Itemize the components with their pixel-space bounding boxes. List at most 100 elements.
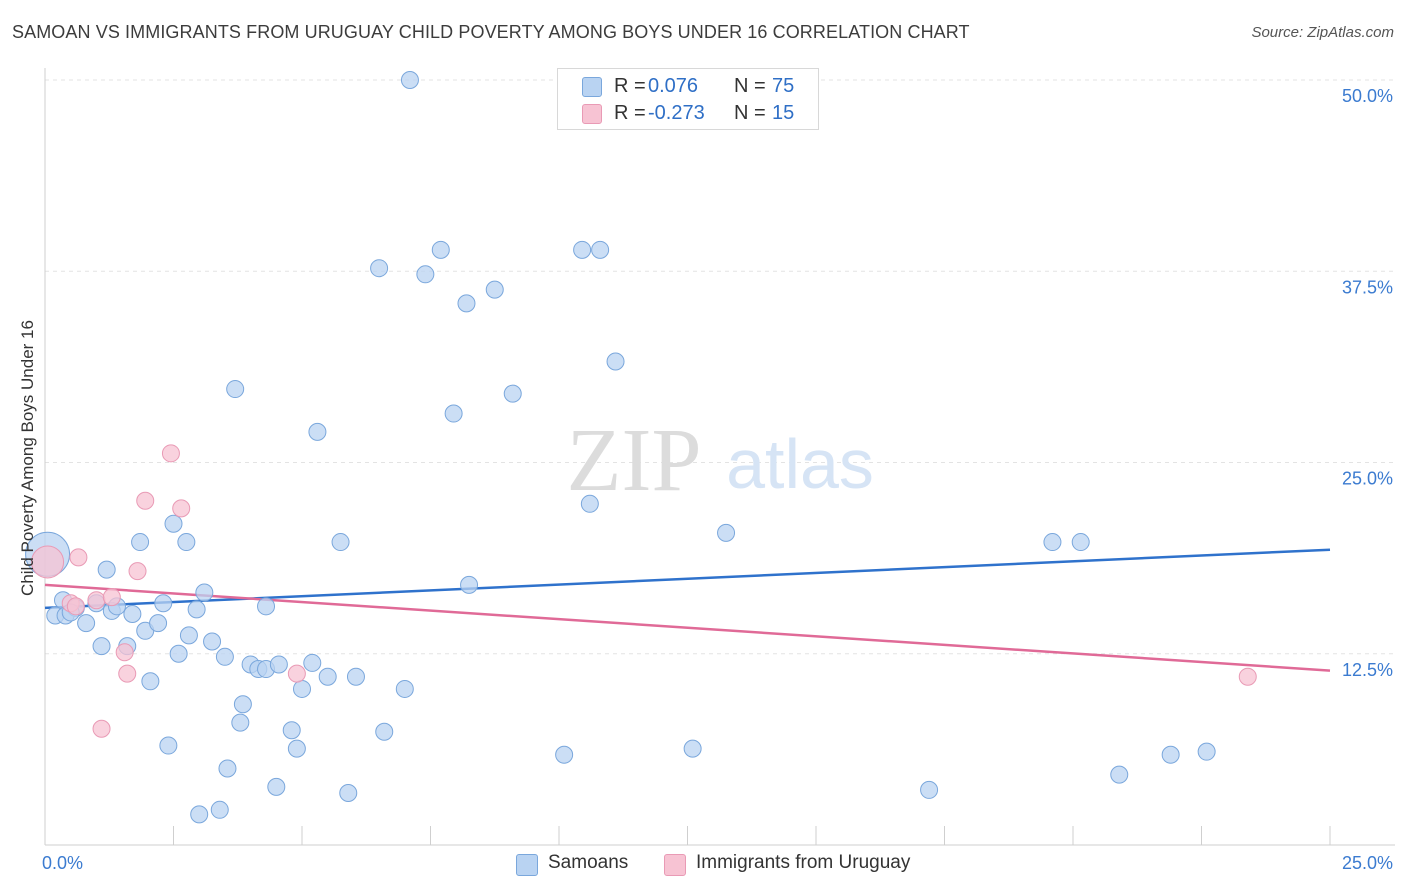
samoan-point xyxy=(267,777,286,796)
samoan-point xyxy=(683,739,702,758)
samoan-point xyxy=(308,422,327,441)
legend-r-value: 0.076 xyxy=(648,75,699,97)
samoan-point xyxy=(717,523,736,542)
chart-title: SAMOAN VS IMMIGRANTS FROM URUGUAY CHILD … xyxy=(12,22,970,42)
axes xyxy=(44,68,1395,846)
samoan-point xyxy=(195,583,214,602)
samoan-point xyxy=(123,604,142,623)
samoan-point xyxy=(591,240,610,259)
samoan-point xyxy=(159,736,178,755)
uruguay-point xyxy=(128,562,147,581)
samoan-point xyxy=(1071,533,1090,552)
samoan-point xyxy=(287,739,306,758)
samoan-point xyxy=(233,695,252,714)
samoan-point xyxy=(164,514,183,533)
legend-swatch-pink xyxy=(582,104,602,124)
legend-r-label: R = xyxy=(614,75,646,97)
legend-n-value: 15 xyxy=(772,102,795,124)
watermark: ZIP atlas xyxy=(567,411,874,510)
data-points xyxy=(25,71,1257,824)
samoan-point xyxy=(141,672,160,691)
bottom-legend-swatch-pink xyxy=(664,854,686,876)
uruguay-point xyxy=(118,664,137,683)
samoan-point xyxy=(210,800,229,819)
y-tick-label: 12.5% xyxy=(1342,660,1393,680)
x-tick-label: 25.0% xyxy=(1342,853,1393,873)
samoan-point xyxy=(457,294,476,313)
samoan-point xyxy=(97,560,116,579)
samoan-point xyxy=(318,667,337,686)
uruguay-point xyxy=(161,444,180,463)
source-label: Source: ZipAtlas.com xyxy=(1251,24,1394,41)
samoan-point xyxy=(416,265,435,284)
samoan-point xyxy=(580,494,599,513)
samoan-point xyxy=(303,653,322,672)
watermark-zip: ZIP xyxy=(567,411,702,510)
samoan-point xyxy=(346,667,365,686)
uruguay-point xyxy=(136,491,155,510)
samoan-point xyxy=(444,404,463,423)
samoan-point xyxy=(92,637,111,656)
uruguay-point xyxy=(31,545,65,579)
samoan-point xyxy=(215,647,234,666)
uruguay-point xyxy=(102,588,121,607)
samoan-point xyxy=(1110,765,1129,784)
samoan-point xyxy=(370,259,389,278)
samoan-trend-line xyxy=(44,548,1331,610)
bottom-legend-label: Immigrants from Uruguay xyxy=(696,852,911,873)
samoan-point xyxy=(920,780,939,799)
correlation-legend: R = 0.076 N = 75 R = -0.273 N = 15 xyxy=(557,68,819,130)
grid-lines xyxy=(45,79,1395,655)
samoan-point xyxy=(77,614,96,633)
legend-n-value: 75 xyxy=(772,75,795,97)
uruguay-point xyxy=(92,719,111,738)
legend-n-label: N = xyxy=(734,75,766,97)
samoan-point xyxy=(573,240,592,259)
samoan-point xyxy=(1161,745,1180,764)
bottom-legend-label: Samoans xyxy=(548,852,629,873)
samoan-point xyxy=(231,713,250,732)
samoan-point xyxy=(555,745,574,764)
y-tick-label: 25.0% xyxy=(1342,469,1393,489)
samoan-point xyxy=(460,575,479,594)
samoan-point xyxy=(154,594,173,613)
legend-n-label: N = xyxy=(734,102,766,124)
y-tick-label: 37.5% xyxy=(1342,277,1393,297)
samoan-point xyxy=(1043,533,1062,552)
samoan-point xyxy=(226,380,245,399)
uruguay-trend-line xyxy=(44,583,1331,672)
uruguay-point xyxy=(172,499,191,518)
samoan-point xyxy=(169,644,188,663)
samoan-point xyxy=(503,384,522,403)
samoan-point xyxy=(269,655,288,674)
samoan-point xyxy=(375,722,394,741)
samoan-point xyxy=(190,805,209,824)
samoan-point xyxy=(339,783,358,802)
samoan-point xyxy=(257,597,276,616)
samoan-point xyxy=(179,626,198,645)
samoan-point xyxy=(431,240,450,259)
watermark-atlas: atlas xyxy=(726,425,874,503)
samoan-point xyxy=(131,533,150,552)
trend-lines xyxy=(44,548,1331,672)
samoan-point xyxy=(187,600,206,619)
uruguay-point xyxy=(115,643,134,662)
legend-r-value: -0.273 xyxy=(648,102,705,124)
samoan-point xyxy=(282,721,301,740)
y-tick-label: 50.0% xyxy=(1342,86,1393,106)
bottom-legend-swatch-blue xyxy=(516,854,538,876)
samoan-point xyxy=(218,759,237,778)
uruguay-point xyxy=(66,597,85,616)
samoan-point xyxy=(203,632,222,651)
samoan-point xyxy=(177,533,196,552)
tick-labels: 12.5% 25.0% 37.5% 50.0% 0.0% 25.0% xyxy=(42,86,1393,873)
samoan-point xyxy=(400,71,419,89)
legend-swatch-blue xyxy=(582,77,602,97)
samoan-point xyxy=(395,679,414,698)
samoan-point xyxy=(293,679,311,698)
samoan-point xyxy=(331,533,350,552)
legend-r-label: R = xyxy=(614,102,646,124)
uruguay-point xyxy=(69,548,88,567)
samoan-point xyxy=(1197,742,1216,761)
